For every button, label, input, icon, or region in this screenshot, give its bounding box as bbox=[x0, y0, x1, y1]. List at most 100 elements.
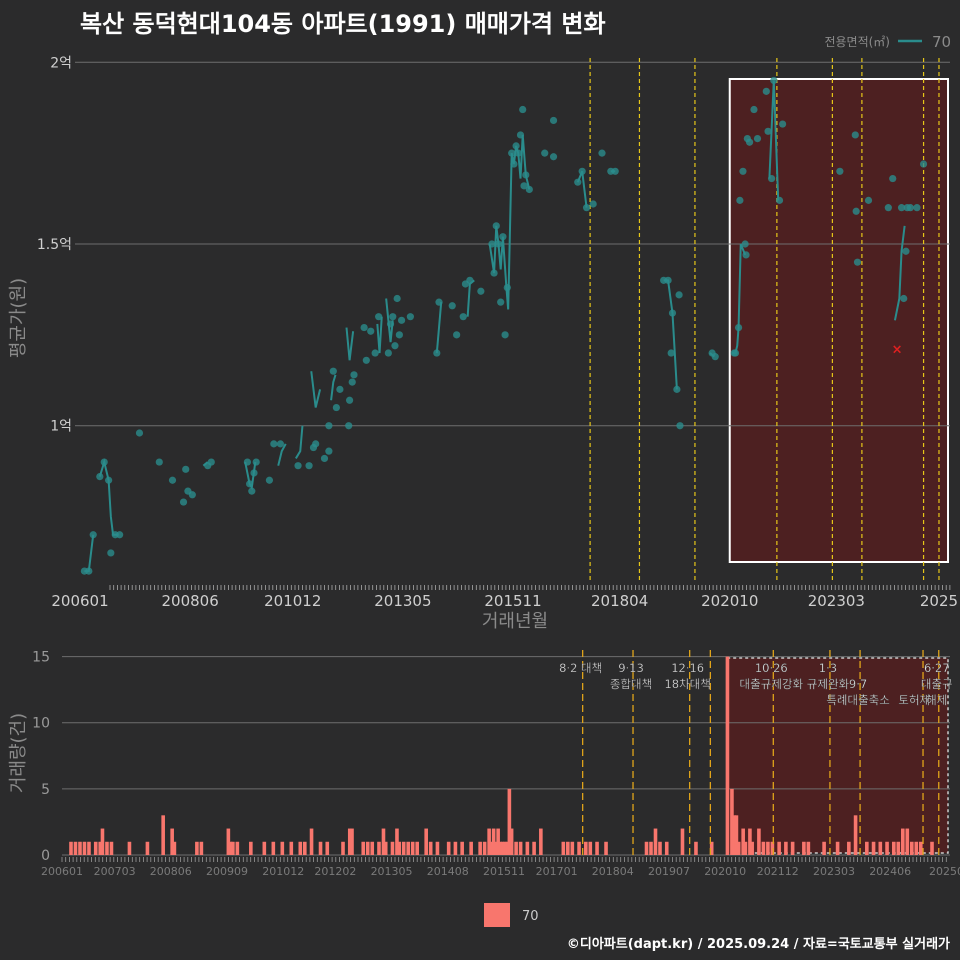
bar bbox=[658, 841, 662, 855]
bar bbox=[249, 841, 253, 855]
data-point bbox=[252, 458, 260, 466]
bar bbox=[78, 841, 82, 855]
data-point bbox=[395, 331, 403, 339]
cross-marker: × bbox=[892, 342, 903, 357]
bar bbox=[381, 828, 386, 855]
data-point bbox=[742, 251, 750, 259]
series-line bbox=[277, 443, 287, 466]
bar-highlight-region bbox=[726, 657, 949, 854]
bar bbox=[172, 841, 177, 855]
credit-text: ©디아파트(dapt.kr) / 2025.09.24 / 자료=국토교통부 실… bbox=[566, 937, 950, 952]
x-tick-label: 201804 bbox=[591, 592, 648, 610]
bar-x-tick-label: 202509 bbox=[929, 865, 960, 878]
data-point bbox=[864, 196, 873, 204]
bar bbox=[487, 828, 491, 855]
bar-x-tick-label: 201012 bbox=[262, 865, 304, 878]
data-point bbox=[448, 302, 456, 310]
bar-x-tick-label: 201202 bbox=[314, 865, 356, 878]
data-point bbox=[433, 349, 441, 357]
data-point bbox=[739, 167, 747, 175]
series-line bbox=[893, 225, 906, 321]
bar bbox=[397, 841, 402, 855]
data-point bbox=[578, 167, 586, 175]
bar bbox=[383, 841, 388, 855]
data-point bbox=[541, 149, 549, 157]
bar bbox=[105, 841, 109, 855]
data-point bbox=[105, 476, 113, 484]
bar bbox=[736, 841, 741, 855]
bar bbox=[802, 841, 806, 855]
data-point bbox=[664, 276, 672, 284]
data-point bbox=[389, 313, 397, 321]
bar bbox=[347, 828, 352, 855]
x-tick-label: 202010 bbox=[701, 592, 758, 610]
bar bbox=[644, 841, 649, 855]
series-line bbox=[488, 134, 531, 310]
bar bbox=[835, 841, 840, 855]
data-point bbox=[779, 120, 787, 128]
bar bbox=[853, 815, 858, 855]
data-point bbox=[734, 323, 743, 332]
data-point bbox=[345, 396, 354, 404]
bar bbox=[577, 841, 581, 855]
series-line bbox=[435, 302, 443, 354]
bar bbox=[732, 815, 736, 855]
policy-label: 1·3 bbox=[819, 661, 837, 675]
series-line bbox=[310, 371, 322, 408]
series-line bbox=[98, 458, 118, 536]
bar bbox=[482, 841, 487, 855]
bar bbox=[370, 841, 375, 855]
series-line bbox=[576, 170, 588, 208]
bar bbox=[871, 841, 876, 855]
x-tick-label: 2025 bbox=[920, 592, 958, 610]
bar bbox=[570, 841, 575, 855]
bar bbox=[847, 841, 851, 855]
data-point bbox=[497, 298, 505, 306]
y-axis-title: 평균가(원) bbox=[8, 278, 29, 358]
bar-y-tick-label: 0 bbox=[41, 848, 50, 864]
bar bbox=[730, 788, 734, 855]
policy-label: 12·16 bbox=[671, 661, 704, 675]
data-point bbox=[906, 204, 914, 212]
data-point bbox=[494, 240, 503, 248]
bar bbox=[909, 841, 914, 855]
data-point bbox=[459, 313, 467, 321]
bar bbox=[309, 828, 314, 855]
data-point bbox=[889, 174, 897, 183]
bar bbox=[896, 841, 901, 855]
x-tick-label: 201511 bbox=[484, 592, 541, 610]
data-point bbox=[676, 422, 684, 430]
highlight-region bbox=[728, 78, 949, 563]
data-point bbox=[386, 320, 395, 328]
bar bbox=[82, 841, 87, 855]
bar-x-tick-label: 201408 bbox=[427, 865, 469, 878]
bar bbox=[595, 841, 599, 855]
bar-y-axis-title: 거래량(건) bbox=[8, 713, 29, 793]
bar bbox=[741, 828, 745, 855]
series-line bbox=[466, 279, 475, 317]
bar bbox=[878, 841, 883, 855]
bar bbox=[777, 841, 781, 855]
data-point bbox=[919, 160, 928, 168]
data-point bbox=[852, 207, 860, 215]
bar bbox=[361, 841, 366, 855]
bar bbox=[822, 841, 826, 855]
data-point bbox=[250, 469, 258, 477]
data-point bbox=[477, 287, 485, 295]
bar-x-tick-label: 200703 bbox=[94, 865, 136, 878]
bar bbox=[460, 841, 464, 855]
y-tick-label: 1억 bbox=[50, 419, 72, 435]
data-point bbox=[155, 458, 163, 466]
policy-label: 규제완화 bbox=[807, 677, 850, 691]
data-point bbox=[270, 440, 278, 448]
bar bbox=[341, 841, 345, 855]
bar bbox=[406, 841, 411, 855]
bar bbox=[770, 841, 775, 855]
bar-legend-label: 70 bbox=[522, 909, 539, 924]
data-point bbox=[897, 204, 906, 212]
bar bbox=[766, 841, 770, 855]
bar bbox=[664, 841, 669, 855]
bar bbox=[161, 815, 165, 855]
data-point bbox=[902, 247, 910, 255]
bar-x-tick-label: 201701 bbox=[536, 865, 578, 878]
